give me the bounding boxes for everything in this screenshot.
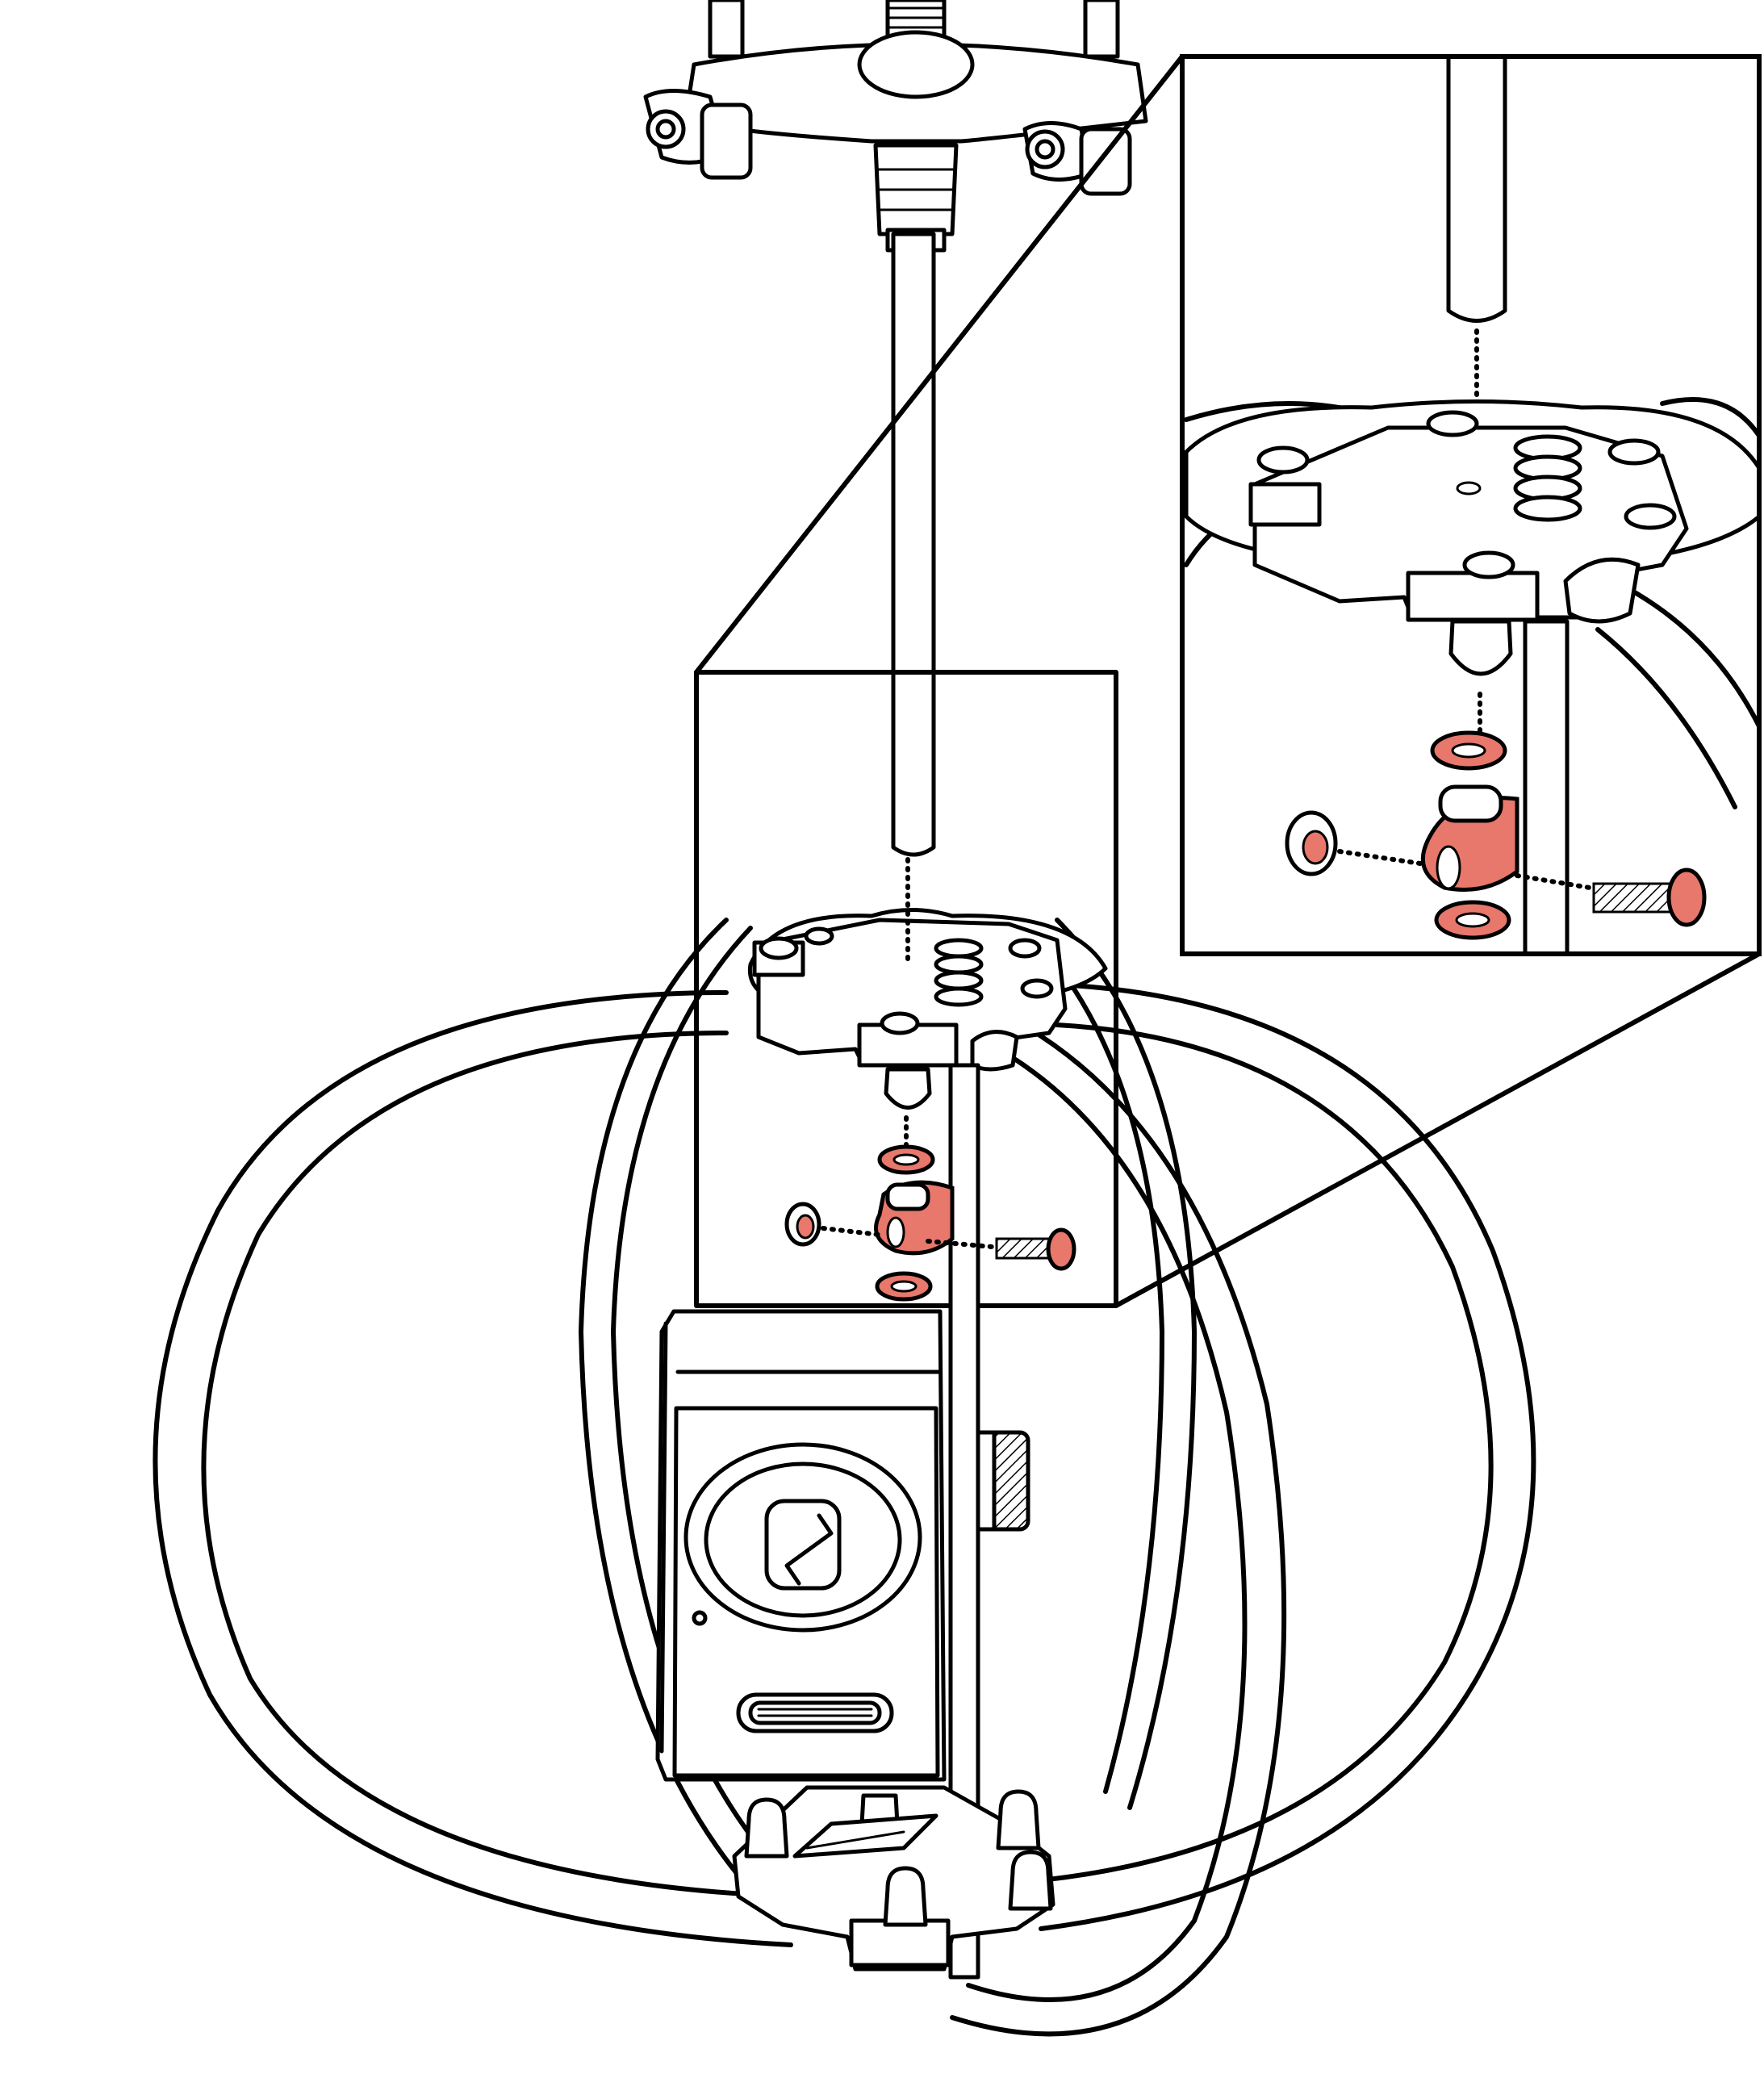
- control-box: [655, 1309, 1030, 1782]
- highlighted-parts-large: [1285, 730, 1707, 940]
- bottom-hub: [732, 1785, 1055, 1972]
- spring: [934, 938, 984, 1007]
- detail-frame-small: [694, 670, 1118, 1308]
- brand-logo: [764, 1499, 842, 1591]
- highlighted-parts-small: [784, 1144, 1076, 1302]
- upper-hub: [747, 908, 1108, 1110]
- adjust-knob: [976, 1430, 1030, 1532]
- enlarged-detail: [1180, 54, 1762, 956]
- screw: [995, 1227, 1076, 1271]
- top-mount-bracket: [643, 0, 1148, 253]
- detail-spring: [1513, 434, 1582, 522]
- hose-loops: [153, 918, 1536, 2037]
- nut: [784, 1202, 821, 1247]
- support-rod: [948, 1063, 980, 1980]
- vertical-rod: [891, 232, 936, 857]
- callout-lines: [694, 54, 1762, 1308]
- display-slot: [736, 1692, 894, 1733]
- detail-rod: [1446, 59, 1507, 323]
